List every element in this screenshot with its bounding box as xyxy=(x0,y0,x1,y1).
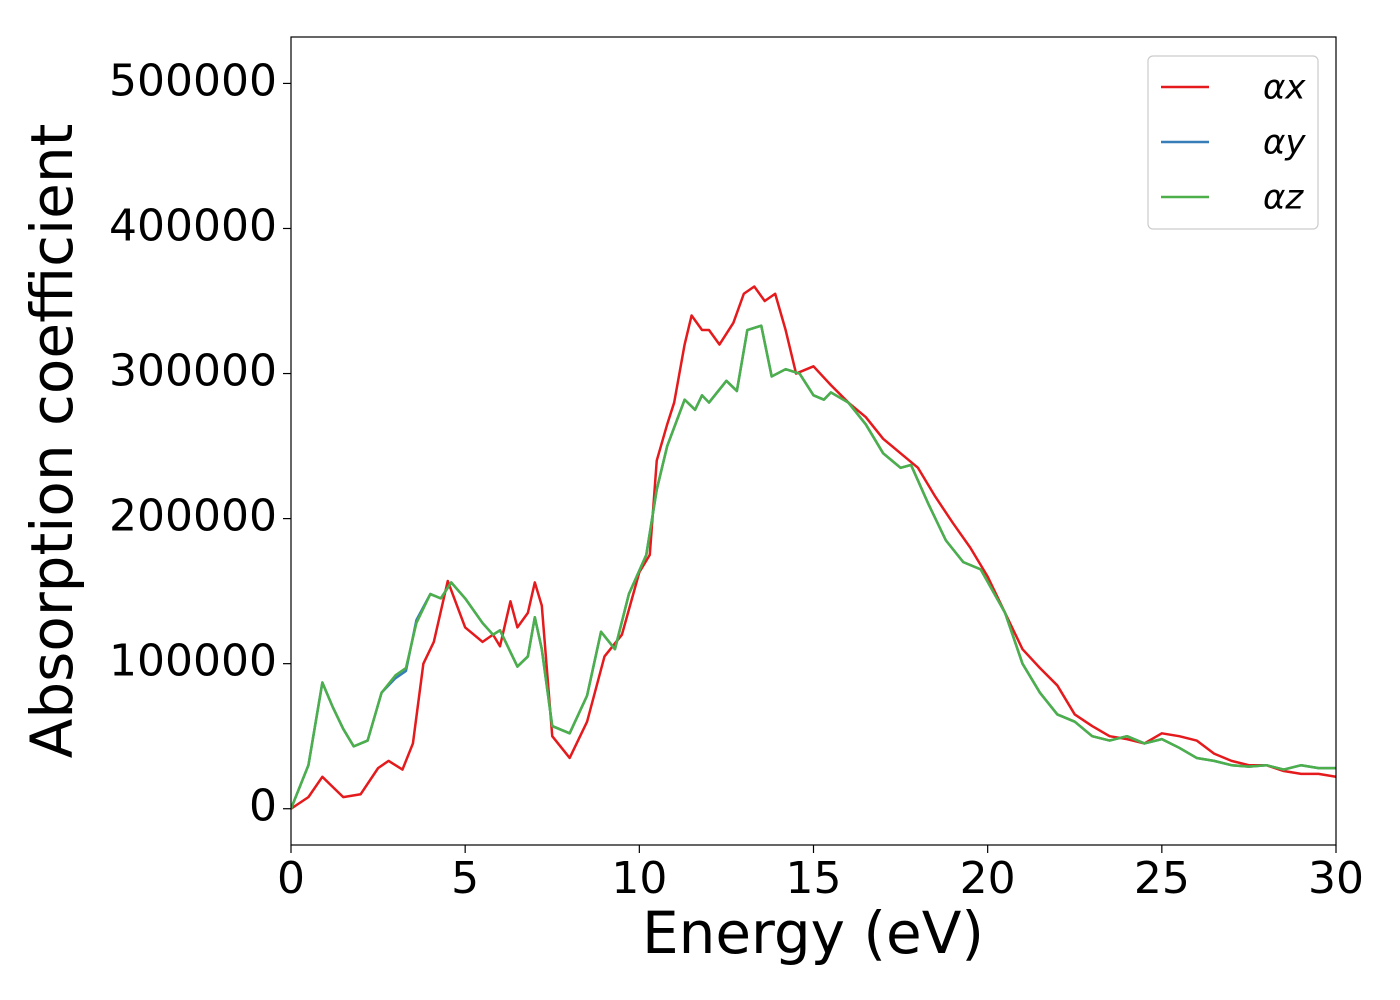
x-tick-label: 20 xyxy=(960,853,1016,904)
y-tick-label: 300000 xyxy=(109,346,277,397)
x-tick-label: 0 xyxy=(277,853,305,904)
y-tick-label: 100000 xyxy=(109,636,277,687)
y-tick-label: 500000 xyxy=(109,55,277,106)
legend-label: αx xyxy=(1263,68,1306,108)
x-tick-label: 30 xyxy=(1308,853,1364,904)
x-axis-label: Energy (eV) xyxy=(642,899,984,967)
y-tick-label: 200000 xyxy=(109,491,277,542)
legend-label: αz xyxy=(1263,178,1304,218)
data-line xyxy=(291,324,1336,810)
x-tick-label: 25 xyxy=(1134,853,1190,904)
legend-label: αy xyxy=(1263,123,1306,163)
y-tick-label: 400000 xyxy=(109,200,277,251)
x-tick-label: 5 xyxy=(451,853,479,904)
y-axis-label: Absorption coefficient xyxy=(18,124,86,759)
y-tick-label: 0 xyxy=(249,781,277,832)
legend-box xyxy=(1147,55,1319,230)
x-tick-label: 10 xyxy=(611,853,667,904)
x-tick-label: 15 xyxy=(786,853,842,904)
lines xyxy=(291,285,1336,810)
